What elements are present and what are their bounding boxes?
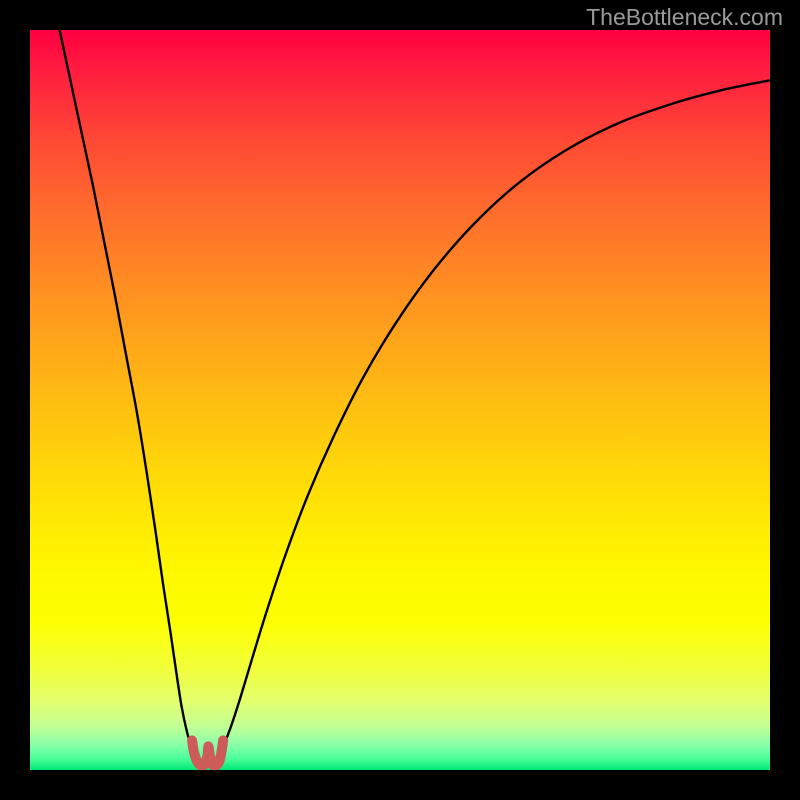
- bottleneck-curve-left: [60, 30, 196, 755]
- chart-plot-area: [30, 30, 770, 770]
- chart-svg-layer: [30, 30, 770, 770]
- bottleneck-valley-marker: [192, 740, 223, 765]
- bottleneck-curve-right: [219, 80, 770, 755]
- watermark-text: TheBottleneck.com: [586, 4, 783, 31]
